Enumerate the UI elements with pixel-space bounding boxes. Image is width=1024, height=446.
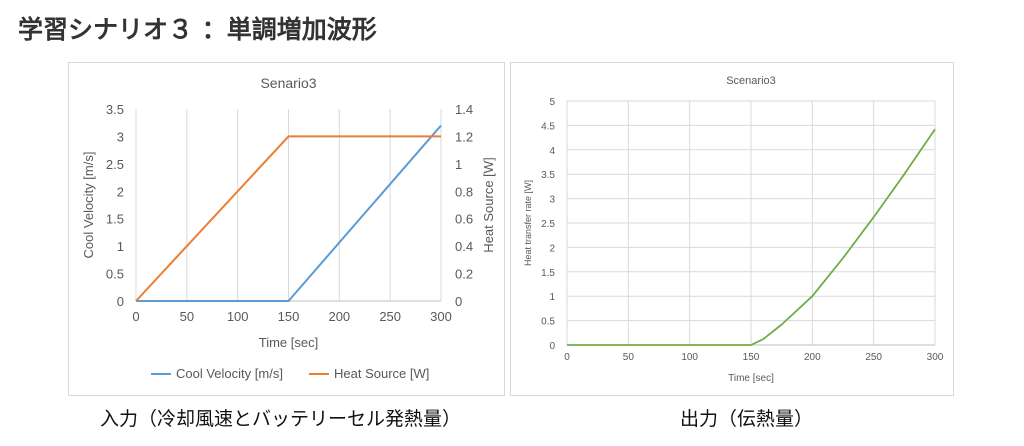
x-tick-label: 50 — [180, 309, 194, 324]
input-caption: 入力（冷却風速とバッテリーセル発熱量） — [100, 408, 462, 430]
y-tick-label: 3.5 — [541, 170, 555, 181]
x-tick-label: 100 — [227, 309, 249, 324]
x-tick-label: 150 — [278, 309, 300, 324]
y2-tick-label: 0 — [455, 294, 462, 309]
x-tick-label: 300 — [927, 352, 944, 363]
y-tick-label: 3 — [117, 129, 124, 144]
x-tick-label: 150 — [743, 352, 760, 363]
y-tick-label: 2 — [117, 184, 124, 199]
y-tick-label: 1.5 — [106, 212, 124, 227]
x-tick-label: 300 — [430, 309, 452, 324]
series-line-heat-source — [135, 135, 441, 302]
y2-tick-label: 0.8 — [455, 184, 473, 199]
x-tick-label: 200 — [804, 352, 821, 363]
input-chart-panel: Senario3 0 50 100 150 200 250 300 0 0.5 1 1.5 2 2.5 3 3… — [68, 62, 505, 396]
y-tick-label: 5 — [549, 97, 555, 108]
slide-title: 学習シナリオ３ ：単調増加波形 — [18, 15, 377, 44]
y-tick-label: 1.5 — [541, 268, 555, 279]
chart-title: Senario3 — [260, 75, 316, 91]
x-tick-label: 0 — [564, 352, 570, 363]
x-tick-label: 200 — [328, 309, 350, 324]
y-tick-label: 0.5 — [106, 267, 124, 282]
x-tick-label: 0 — [132, 309, 139, 324]
y2-tick-label: 0.4 — [455, 239, 473, 254]
y-tick-label: 0.5 — [541, 317, 555, 328]
output-caption: 出力（伝熱量） — [680, 408, 814, 430]
x-tick-label: 250 — [379, 309, 401, 324]
y-tick-label: 4.5 — [541, 121, 555, 132]
legend-label: Heat Source [W] — [334, 366, 429, 381]
x-axis-label: Time [sec] — [728, 373, 774, 384]
output-chart-svg: Scenario3 0 50 100 150 200 250 300 0 0.5 1 1.5 2 2.5 3… — [523, 75, 944, 384]
y2-tick-label: 1.2 — [455, 129, 473, 144]
x-tick-label: 50 — [623, 352, 635, 363]
chart-title: Scenario3 — [726, 75, 776, 87]
y-tick-label: 3.5 — [106, 102, 124, 117]
x-tick-label: 100 — [681, 352, 698, 363]
legend-label: Cool Velocity [m/s] — [176, 366, 283, 381]
y-tick-label: 4 — [549, 146, 555, 157]
y-tick-label: 0 — [549, 341, 555, 352]
y-axis-label: Cool Velocity [m/s] — [81, 152, 96, 259]
y-tick-label: 0 — [117, 294, 124, 309]
output-chart-panel: Scenario3 0 50 100 150 200 250 300 0 0.5 1 1.5 2 2.5 3… — [510, 62, 954, 396]
x-tick-label: 250 — [865, 352, 882, 363]
y-tick-label: 3 — [549, 195, 555, 206]
y-tick-label: 2 — [549, 243, 555, 254]
x-axis-label: Time [sec] — [259, 335, 318, 350]
y-tick-label: 2.5 — [541, 219, 555, 230]
y2-tick-label: 0.6 — [455, 212, 473, 227]
y2-tick-label: 1 — [455, 157, 462, 172]
y-tick-label: 1 — [117, 239, 124, 254]
y-tick-label: 1 — [549, 292, 555, 303]
y2-tick-label: 1.4 — [455, 102, 473, 117]
y2-axis-label: Heat Source [W] — [481, 157, 496, 252]
series-line-heat-transfer — [567, 128, 936, 346]
series-line-cool-velocity — [136, 124, 442, 302]
y-axis-label: Heat transfer rate [W] — [523, 180, 533, 266]
y2-tick-label: 0.2 — [455, 267, 473, 282]
y-tick-label: 2.5 — [106, 157, 124, 172]
